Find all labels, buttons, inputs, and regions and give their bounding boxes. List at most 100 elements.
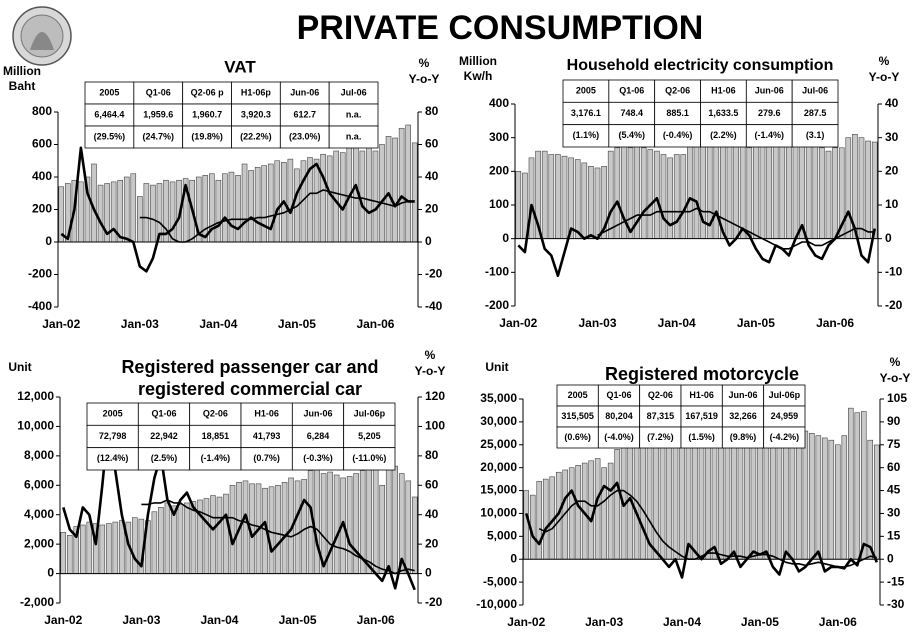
y-axis-label: Unit — [8, 360, 31, 374]
bar — [666, 430, 672, 560]
y-tick-label: 10,000 — [17, 419, 54, 433]
table-text: (0.6%) — [564, 432, 591, 442]
bar — [757, 435, 763, 560]
table-text: 612.7 — [293, 109, 316, 119]
bar — [594, 167, 601, 239]
x-tick-label: Jan-06 — [816, 316, 854, 330]
bar — [753, 145, 759, 239]
bar — [405, 480, 412, 574]
bar — [353, 473, 359, 574]
chart-title: VAT — [224, 57, 256, 76]
bar — [86, 521, 93, 574]
bar — [536, 481, 542, 560]
bar — [314, 467, 320, 574]
table-cell — [343, 447, 396, 471]
y2-tick-label: -10 — [885, 265, 903, 279]
bar — [326, 155, 333, 243]
y-tick-label: 400 — [32, 169, 52, 183]
table-text: (7.2%) — [647, 432, 674, 442]
table-text: 1,959.6 — [143, 109, 173, 119]
bar — [372, 150, 379, 243]
bar — [802, 430, 809, 560]
yoy-line — [524, 481, 878, 579]
bar — [248, 170, 254, 243]
bar — [158, 507, 164, 574]
y-tick-label: 300 — [489, 130, 509, 144]
bar — [398, 127, 405, 243]
bar — [275, 484, 281, 574]
x-tick-label: Jan-06 — [356, 317, 394, 331]
bar — [575, 465, 581, 560]
x-tick-label: Jan-04 — [658, 316, 696, 330]
bar — [366, 468, 372, 574]
bar — [867, 439, 874, 560]
x-tick-label: Jan-05 — [741, 615, 779, 629]
x-tick-label: Jan-04 — [200, 613, 238, 627]
table-text: 5,205 — [358, 431, 381, 441]
bar — [561, 155, 568, 239]
y2-tick-label: 105 — [887, 391, 907, 405]
bar — [242, 480, 249, 574]
bar — [281, 482, 288, 574]
y2-tick-label: 20 — [425, 202, 439, 216]
y-tick-label: 5,000 — [487, 529, 517, 543]
bar — [106, 523, 112, 574]
y2-tick-label: 15 — [887, 529, 901, 543]
bar — [301, 479, 307, 574]
y2-tick-label: 75 — [887, 437, 901, 451]
y-axis-label: Unit — [485, 360, 508, 374]
bar — [568, 467, 575, 560]
y-tick-label: 200 — [489, 164, 509, 178]
table-text: 18,851 — [202, 431, 230, 441]
table-text: Q2-06 — [665, 86, 690, 96]
y2-tick-label: -20 — [425, 267, 443, 281]
bar — [660, 154, 667, 239]
y2-tick-label: 120 — [425, 389, 445, 403]
bar — [724, 430, 731, 560]
table-text: (2.5%) — [151, 453, 178, 463]
bar — [150, 184, 156, 243]
bar — [405, 124, 411, 243]
y-tick-label: 600 — [32, 137, 52, 151]
y-tick-label: 6,000 — [24, 477, 54, 491]
y-tick-label: 2,000 — [24, 536, 54, 550]
table-text: (-1.4%) — [201, 453, 231, 463]
bar — [854, 412, 861, 560]
bar — [117, 179, 123, 243]
bar — [78, 181, 84, 243]
y2-axis-label: % — [879, 54, 890, 68]
y2-tick-label: 0 — [425, 234, 432, 248]
y2-tick-label: 40 — [885, 96, 899, 110]
y2-tick-label: 20 — [425, 536, 439, 550]
y2-tick-label: 10 — [885, 197, 899, 211]
y2-tick-label: 60 — [887, 460, 901, 474]
table-text: 315,505 — [561, 411, 594, 421]
bar — [97, 184, 104, 243]
bar — [640, 147, 647, 239]
y-tick-label: 15,000 — [480, 483, 517, 497]
bar — [809, 433, 815, 560]
bar — [223, 493, 229, 574]
x-tick-label: Jan-03 — [121, 317, 159, 331]
table-text: Jun-06 — [755, 86, 784, 96]
bar — [203, 498, 210, 574]
chart-title: Registered motorcycle — [605, 364, 799, 384]
x-tick-label: Jan-06 — [819, 615, 857, 629]
table-text: Q1-06 — [151, 409, 176, 419]
y-tick-label: 4,000 — [24, 507, 54, 521]
table-text: H1-06 — [689, 390, 714, 400]
y2-tick-label: 90 — [887, 414, 901, 428]
table-cell — [763, 426, 806, 449]
table-text: (5.4%) — [618, 130, 645, 140]
bar — [737, 435, 744, 560]
bar — [822, 437, 828, 560]
table-text: (3.1) — [806, 130, 825, 140]
table-text: Q1-06 — [606, 390, 631, 400]
table-text: 2005 — [568, 390, 588, 400]
y-tick-label: 12,000 — [17, 389, 54, 403]
bar — [786, 137, 792, 239]
bar — [184, 502, 190, 574]
table-cell — [328, 125, 379, 149]
yoy-line — [60, 146, 415, 273]
table-text: H1-06p — [241, 87, 272, 97]
